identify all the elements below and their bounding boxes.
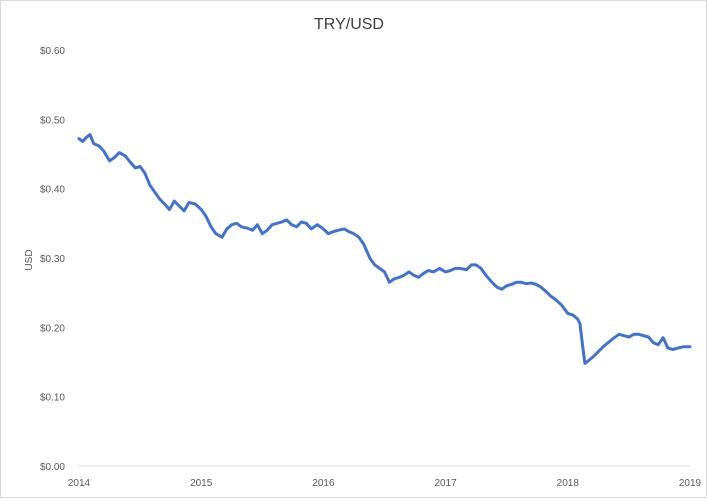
y-tick-label: $0.00 [40,462,65,473]
y-tick-label: $0.30 [40,254,65,265]
y-tick-label: $0.20 [40,323,65,334]
chart-title: TRY/USD [314,16,384,33]
y-axis-title: USD [24,249,35,270]
y-tick-label: $0.50 [40,115,65,126]
y-tick-label: $0.10 [40,393,65,404]
x-tick-label: 2017 [434,478,457,489]
try-usd-series-line [77,133,692,365]
x-tick-label: 2019 [679,478,702,489]
y-axis-tick-labels: $0.00 $0.10 $0.20 $0.30 $0.40 $0.50 $0.60 [40,46,65,473]
x-tick-label: 2018 [557,478,580,489]
x-tick-label: 2014 [68,478,91,489]
y-tick-label: $0.40 [40,185,65,196]
x-tick-label: 2015 [190,478,213,489]
x-tick-label: 2016 [312,478,335,489]
y-tick-label: $0.60 [40,46,65,57]
x-axis-tick-labels: 2014 2015 2016 2017 2018 2019 [68,478,702,489]
